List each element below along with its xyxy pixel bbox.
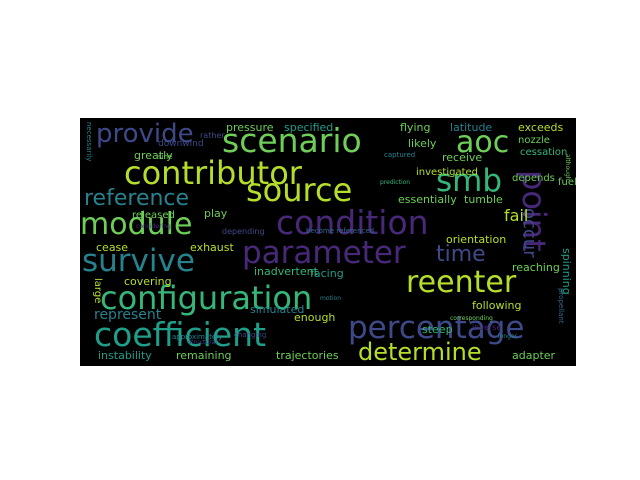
word-coefficient: coefficient	[94, 315, 267, 354]
word-changing: changing	[234, 331, 267, 339]
word-approximately: approximately	[172, 333, 223, 341]
word-adapter: adapter	[512, 349, 556, 362]
word-parameter: parameter	[242, 235, 406, 271]
word-following: following	[472, 299, 522, 312]
word-receive: receive	[442, 151, 483, 164]
word-survive: survive	[82, 243, 195, 279]
word-scenario: scenario	[222, 121, 362, 160]
word-essentially: essentially	[398, 193, 457, 206]
word-considering: considering	[136, 223, 171, 230]
word-depending: depending	[222, 227, 265, 236]
word-contributor: contributor	[124, 154, 302, 192]
word-tumble: tumble	[464, 193, 503, 206]
word-nozzle: nozzle	[518, 135, 550, 146]
word-structural: structural	[188, 339, 218, 346]
word-exceeds: exceeds	[518, 121, 564, 134]
word-released: released	[132, 210, 175, 221]
word-rather: rather	[200, 131, 225, 140]
word-configuration: configuration	[100, 279, 313, 317]
word-aoc: aoc	[456, 125, 510, 160]
word-likely: likely	[408, 137, 437, 150]
word-simulated: simulated	[250, 303, 305, 316]
word-time: time	[436, 242, 486, 267]
word-investigated: investigated	[416, 167, 478, 178]
word-sine: sine	[158, 153, 173, 161]
word-instability: instability	[98, 349, 152, 362]
word-provide: provide	[96, 119, 194, 149]
word-reenter: reenter	[406, 265, 517, 300]
word-large: large	[92, 278, 103, 304]
word-inadvertent: inadvertent	[254, 265, 318, 278]
word-downwind: downwind	[158, 139, 204, 149]
word-represent: represent	[94, 307, 162, 323]
word-smb: smb	[436, 163, 503, 199]
word-cloud: configuration coefficient percentage par…	[80, 118, 576, 366]
word-depends: depends	[512, 173, 555, 184]
word-trajectories: trajectories	[276, 349, 339, 362]
word-exhaust: exhaust	[190, 241, 234, 254]
word-reaching: reaching	[512, 261, 560, 274]
word-determine: determine	[358, 338, 482, 366]
word-propellant: propellant	[557, 288, 565, 324]
word-covering: covering	[124, 275, 172, 288]
word-orientation: orientation	[446, 233, 507, 246]
word-enough: enough	[294, 311, 336, 324]
word-remaining: remaining	[176, 349, 232, 362]
word-latitude: latitude	[450, 121, 493, 134]
word-prediction: prediction	[380, 179, 411, 186]
word-reference: reference	[84, 186, 190, 211]
word-specified: specified	[284, 121, 334, 134]
word-percentage: percentage	[348, 310, 525, 346]
word-corresponding: corresponding	[450, 315, 493, 322]
word-fail: fail	[504, 206, 529, 225]
word-although: although	[564, 154, 571, 181]
word-necessarily: necessarily	[85, 122, 93, 162]
word-inverse: inverse	[472, 323, 502, 332]
word-motion: motion	[320, 295, 342, 302]
word-module: module	[80, 207, 193, 242]
word-cease: cease	[96, 241, 129, 254]
word-facing: facing	[310, 267, 344, 280]
word-greatly: greatly	[134, 149, 173, 162]
word-condition: condition	[276, 203, 429, 242]
word-source: source	[246, 171, 353, 209]
word-cessation: cessation	[520, 147, 568, 158]
word-longer: longer	[498, 333, 518, 340]
word-flying: flying	[400, 121, 431, 134]
word-play: play	[204, 207, 228, 220]
word-fuel: fuel	[558, 177, 576, 188]
word-becomes-referenced: become referenced	[306, 227, 375, 235]
word-pressure: pressure	[226, 121, 274, 134]
word-steep: steep	[422, 323, 453, 336]
word-captured: captured	[384, 151, 416, 159]
